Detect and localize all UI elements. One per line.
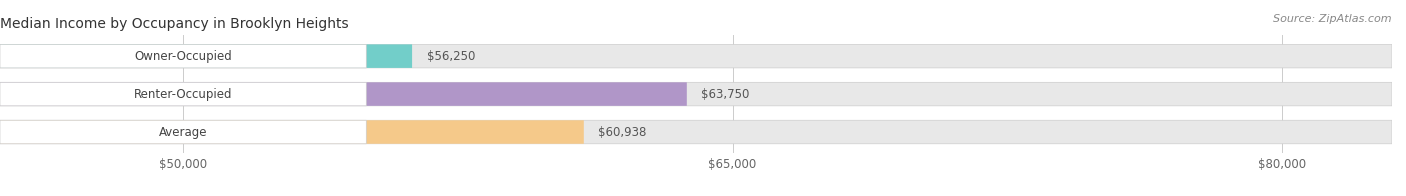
FancyBboxPatch shape: [0, 120, 1392, 144]
FancyBboxPatch shape: [0, 82, 1392, 106]
FancyBboxPatch shape: [0, 44, 367, 68]
FancyBboxPatch shape: [0, 120, 367, 144]
Text: Renter-Occupied: Renter-Occupied: [134, 88, 232, 101]
Text: $60,938: $60,938: [599, 125, 647, 139]
Text: $63,750: $63,750: [702, 88, 749, 101]
Text: $56,250: $56,250: [427, 50, 475, 63]
FancyBboxPatch shape: [0, 44, 1392, 68]
FancyBboxPatch shape: [0, 82, 367, 106]
Text: Owner-Occupied: Owner-Occupied: [135, 50, 232, 63]
FancyBboxPatch shape: [0, 44, 412, 68]
Text: Source: ZipAtlas.com: Source: ZipAtlas.com: [1274, 14, 1392, 24]
Text: Average: Average: [159, 125, 208, 139]
Text: Median Income by Occupancy in Brooklyn Heights: Median Income by Occupancy in Brooklyn H…: [0, 17, 349, 31]
FancyBboxPatch shape: [0, 120, 583, 144]
FancyBboxPatch shape: [0, 82, 686, 106]
